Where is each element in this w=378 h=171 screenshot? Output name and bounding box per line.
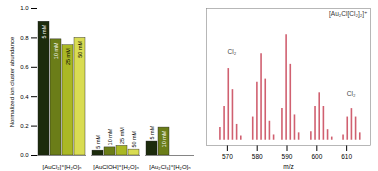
svg-text:0.8: 0.8 bbox=[20, 35, 29, 41]
svg-text:[Au₂Cl₃]⁺[H₂O]ₙ: [Au₂Cl₃]⁺[H₂O]ₙ bbox=[149, 164, 191, 170]
svg-text:[AuCl₂]⁺[H₂O]ₙ: [AuCl₂]⁺[H₂O]ₙ bbox=[43, 164, 82, 170]
svg-text:5 mM: 5 mM bbox=[95, 134, 101, 148]
svg-text:5 mM: 5 mM bbox=[41, 24, 47, 38]
svg-text:0.4: 0.4 bbox=[20, 94, 29, 100]
svg-text:580: 580 bbox=[252, 153, 263, 160]
svg-text:[Au₂Cl[Cl₂]₂]⁺: [Au₂Cl[Cl₂]₂]⁺ bbox=[329, 10, 367, 18]
svg-text:Normalized ion cluster abundan: Normalized ion cluster abundance bbox=[9, 36, 15, 127]
svg-text:610: 610 bbox=[341, 153, 352, 160]
svg-text:5 mM: 5 mM bbox=[149, 125, 155, 139]
svg-text:50 mM: 50 mM bbox=[131, 130, 137, 147]
svg-text:10 mM: 10 mM bbox=[53, 42, 59, 59]
svg-text:590: 590 bbox=[282, 153, 293, 160]
svg-text:Cl₂: Cl₂ bbox=[228, 48, 237, 55]
svg-text:m/z: m/z bbox=[283, 163, 293, 170]
svg-text:50 mM: 50 mM bbox=[77, 40, 83, 57]
svg-text:10 mM: 10 mM bbox=[161, 130, 167, 147]
svg-text:0.6: 0.6 bbox=[20, 64, 29, 70]
svg-text:1.0: 1.0 bbox=[20, 5, 29, 11]
svg-text:25 mM: 25 mM bbox=[119, 127, 125, 144]
svg-text:570: 570 bbox=[222, 153, 233, 160]
svg-text:[AuClOH]⁺[H₂O]ₙ: [AuClOH]⁺[H₂O]ₙ bbox=[93, 164, 139, 170]
svg-text:25 mM: 25 mM bbox=[65, 48, 71, 65]
svg-text:0.2: 0.2 bbox=[20, 123, 29, 129]
svg-text:600: 600 bbox=[311, 153, 322, 160]
svg-text:Cl₂: Cl₂ bbox=[347, 90, 356, 97]
svg-text:10 mM: 10 mM bbox=[107, 128, 113, 145]
svg-text:0.0: 0.0 bbox=[20, 152, 29, 158]
